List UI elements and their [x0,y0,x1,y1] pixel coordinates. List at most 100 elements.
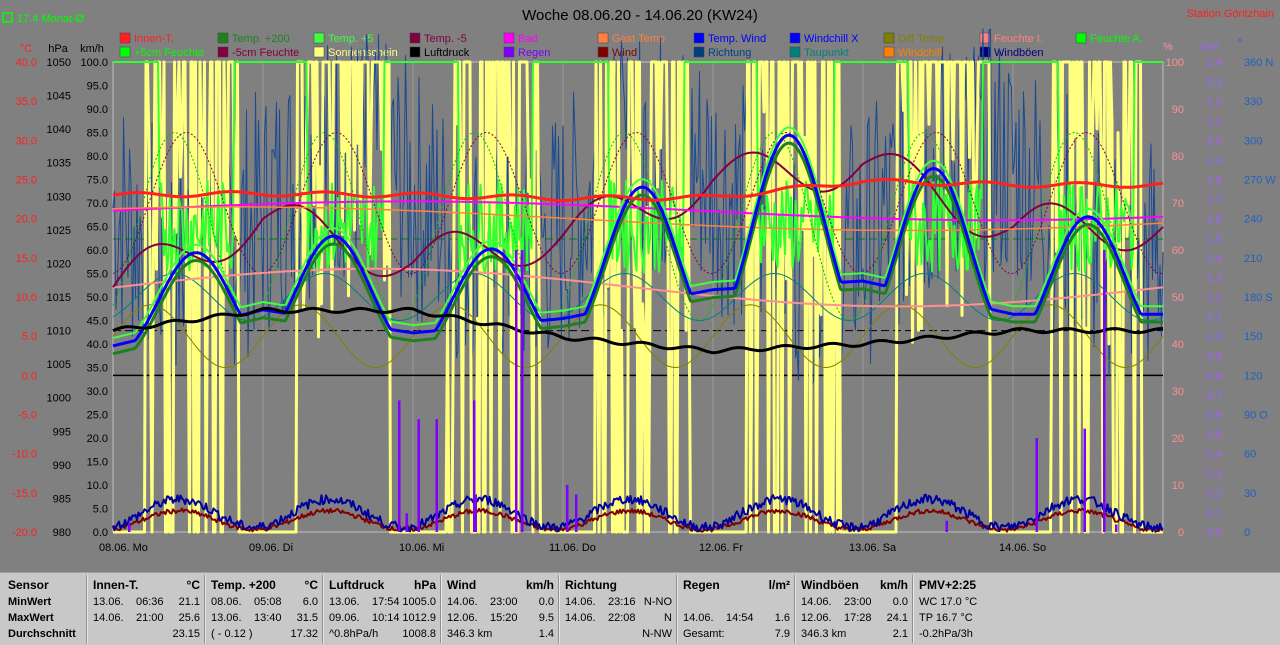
stats-cell-date: 14.06. [93,612,124,624]
hpa-tick: 1005 [47,359,71,371]
rain-bar [474,494,477,532]
stats-cell-time: 17:28 [844,612,872,624]
pct-tick: 70 [1172,198,1184,210]
hpa-tick: 1045 [47,91,71,103]
legend-swatch [883,46,895,58]
legend-label: +5cm Feuchte [134,47,204,59]
legend-label: Temp. +5 [328,33,374,45]
stats-cell-time: 05:08 [254,596,282,608]
legend-swatch [979,46,991,58]
rain-tick: 0.3 [1207,468,1222,480]
rain-tick: 0.1 [1207,507,1222,519]
legend-label: Regen [518,47,550,59]
axis-unit-pct: % [1163,41,1173,53]
stats-col-title: Luftdruck [329,578,385,592]
legend-swatch [693,46,705,58]
hpa-tick: 1000 [47,393,71,405]
dir-tick: 180 S [1244,292,1273,304]
stats-cell-value: 0.0 [892,596,908,608]
table-separator [322,575,324,643]
stats-col: Windböen km/h 14.06. 23:00 0.0 12.06. 17:28 24.… [796,573,914,645]
stats-col-unit: km/h [525,578,554,592]
stats-cell-value: N-NO [643,596,672,608]
temp-tick: -15.0 [12,488,37,500]
day-label: 08.06. Mo [99,542,148,554]
stats-cell-date: 12.06. [447,612,478,624]
monthly-avg-label: 17.4 Monat-Ø [17,13,85,25]
pct-tick: 20 [1172,433,1184,445]
stats-cell-value: N-NW [642,628,672,640]
dir-tick: 120 [1244,370,1262,382]
table-separator [204,575,206,643]
dir-tick: 60 [1244,449,1256,461]
legend-swatch [409,32,421,44]
rain-tick: 0.8 [1207,370,1222,382]
kmh-tick: 65.0 [87,222,108,234]
table-separator [440,575,442,643]
stats-cell-date: ^0.8hPa/h [329,628,379,640]
rain-tick: 1.9 [1207,155,1222,167]
rain-tick: 1.3 [1207,272,1222,284]
stats-cell-value: 1.6 [774,612,790,624]
stats-cell-date: ( - 0.12 ) [211,628,253,640]
hpa-tick: 1015 [47,292,71,304]
rain-tick: 1.7 [1207,194,1222,206]
legend-label: Windchill [898,47,942,59]
stats-col-unit: °C [304,578,318,592]
legend-label: -5cm Feuchte [232,47,299,59]
legend-swatch [217,46,229,58]
kmh-tick: 35.0 [87,363,108,375]
dir-tick: 330 [1244,96,1262,108]
stats-cell-date: 346.3 km [801,628,847,640]
day-label: 11.06. Do [549,542,596,554]
rain-tick: 2.0 [1207,135,1222,147]
rain-tick: 2.1 [1207,116,1222,128]
stats-table: Sensor MinWert MaxWert Durchschnitt Inne… [0,572,1280,645]
kmh-tick: 25.0 [87,410,108,422]
rain-tick: 1.2 [1207,292,1222,304]
rain-bar [521,250,524,532]
pct-tick: 60 [1172,245,1184,257]
table-separator [794,575,796,643]
kmh-tick: 80.0 [87,151,108,163]
hpa-tick: 1020 [47,258,71,270]
pct-tick: 100 [1166,57,1184,69]
day-label: 12.06. Fr [699,542,743,554]
stats-cell-value: 25.6 [178,612,200,624]
legend-label: Feuchte A. [1090,33,1143,45]
kmh-tick: 5.0 [93,504,108,516]
stats-col-title: Windböen [801,578,859,592]
stats-cell-time: 17:54 [372,596,400,608]
stats-cell-time: 06:36 [136,596,164,608]
hpa-tick: 1010 [47,326,71,338]
table-separator [912,575,914,643]
rain-bar [1035,438,1038,532]
stats-cell-time: 23:16 [608,596,636,608]
temp-tick: 10.0 [16,292,37,304]
series-gast-temp [112,206,1163,232]
kmh-tick: 10.0 [87,480,108,492]
day-label: 09.06. Di [249,542,293,554]
legend-swatch [119,32,131,44]
series-pressure [112,306,1163,355]
legend-swatch [789,46,801,58]
row-max-label: MaxWert [8,612,54,624]
table-separator [676,575,678,643]
stats-cell-time: 23:00 [844,596,872,608]
legend-label: Temp. +200 [232,33,290,45]
rain-tick: 0.5 [1207,429,1222,441]
stats-cell-value: 24.1 [886,612,908,624]
stats-col: Innen-T. °C 13.06. 06:36 21.1 14.06. 21:00 25.6… [88,573,206,645]
legend-swatch [597,32,609,44]
temp-tick: -5.0 [18,410,37,422]
row-min-label: MinWert [8,596,52,608]
stats-cell-time: 23:00 [490,596,518,608]
legend-label: Richtung [708,47,751,59]
sensor-header: Sensor [8,578,49,592]
rain-tick: 0.2 [1207,488,1222,500]
kmh-tick: 20.0 [87,433,108,445]
pct-tick: 30 [1172,386,1184,398]
weather-chart: Woche 08.06.20 - 14.06.20 (KW24) Station … [2,7,1276,554]
stats-cell-date: 14.06. [447,596,478,608]
legend-label: Luftdruck [424,47,470,59]
